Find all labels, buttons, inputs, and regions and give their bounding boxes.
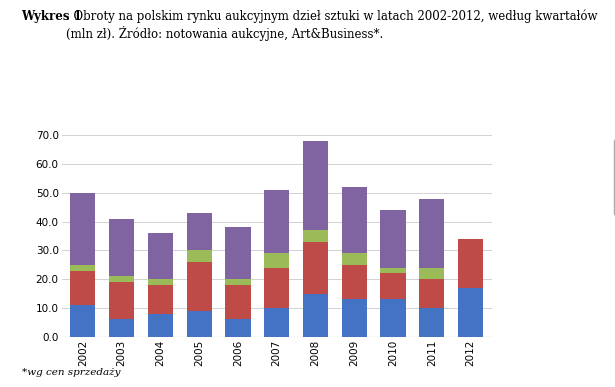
- Bar: [109, 276, 134, 282]
- Bar: [225, 285, 250, 319]
- Bar: [342, 299, 367, 337]
- Bar: [148, 233, 173, 279]
- Bar: [458, 288, 483, 337]
- Text: . Obroty na polskim rynku aukcyjnym dzieł sztuki w latach 2002-2012, według kwar: . Obroty na polskim rynku aukcyjnym dzie…: [66, 10, 598, 41]
- Bar: [264, 268, 289, 308]
- Bar: [186, 262, 212, 311]
- Bar: [264, 308, 289, 337]
- Bar: [303, 242, 328, 294]
- Bar: [303, 294, 328, 337]
- Bar: [303, 141, 328, 230]
- Bar: [70, 305, 95, 337]
- Bar: [225, 228, 250, 279]
- Bar: [225, 319, 250, 337]
- Bar: [109, 219, 134, 276]
- Text: *wg cen sprzedaży: *wg cen sprzedaży: [22, 368, 120, 377]
- Bar: [225, 279, 250, 285]
- Bar: [186, 213, 212, 250]
- Bar: [148, 285, 173, 314]
- Bar: [342, 187, 367, 253]
- Bar: [109, 319, 134, 337]
- Bar: [381, 299, 406, 337]
- Text: Wykres 1: Wykres 1: [22, 10, 82, 23]
- Bar: [264, 190, 289, 253]
- Bar: [70, 271, 95, 305]
- Bar: [264, 253, 289, 268]
- Bar: [419, 199, 445, 268]
- Bar: [381, 274, 406, 299]
- Bar: [381, 210, 406, 268]
- Bar: [419, 308, 445, 337]
- Bar: [186, 311, 212, 337]
- Bar: [148, 314, 173, 337]
- Bar: [109, 282, 134, 319]
- Bar: [342, 253, 367, 265]
- Bar: [303, 230, 328, 242]
- Bar: [70, 193, 95, 265]
- Bar: [148, 279, 173, 285]
- Bar: [381, 268, 406, 274]
- Bar: [342, 265, 367, 299]
- Bar: [419, 279, 445, 308]
- Bar: [186, 250, 212, 262]
- Legend: Q4, Q3, Q2, Q1: Q4, Q3, Q2, Q1: [614, 139, 615, 215]
- Bar: [70, 265, 95, 271]
- Bar: [458, 239, 483, 288]
- Bar: [419, 268, 445, 279]
